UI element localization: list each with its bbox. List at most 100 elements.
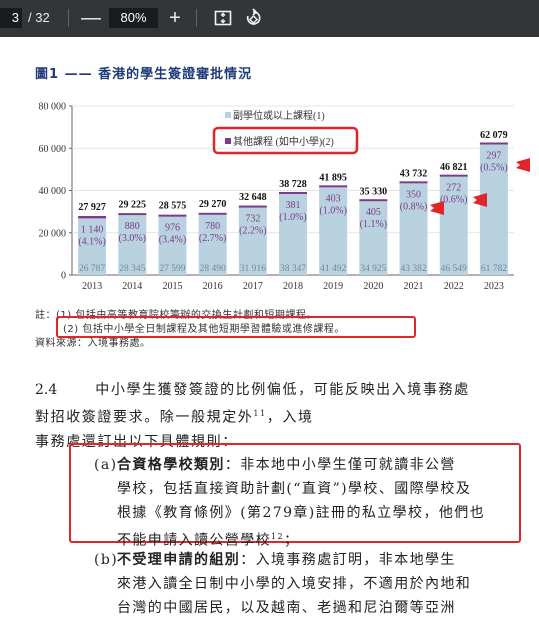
other-pct-label: (1.1%) <box>360 219 388 230</box>
item-b-text: 台灣的中國居民，以及越南、老撾和尼泊爾等亞洲 <box>117 600 456 616</box>
bar-other <box>279 191 307 194</box>
total-label: 43 732 <box>400 169 428 180</box>
item-b: 不受理申請的組別：入境事務處訂明，非本地學生 來港入讀全日制中小學的入境安排，不… <box>117 548 517 620</box>
paragraph-number: 2.4 <box>35 382 58 398</box>
bar-base <box>78 218 107 275</box>
total-label: 29 225 <box>119 199 147 210</box>
other-value-label: 1 140 <box>81 224 104 235</box>
toolbar-divider <box>196 9 197 27</box>
other-value-label: 297 <box>486 150 501 161</box>
bar-base <box>238 207 267 275</box>
base-value-label: 43 382 <box>400 264 426 274</box>
bar-base <box>399 183 428 275</box>
other-pct-label: (3.4%) <box>159 235 187 246</box>
pdf-page <box>0 37 539 622</box>
other-value-label: 350 <box>406 189 421 200</box>
footnote-ref[interactable]: 12 <box>271 532 284 541</box>
legend-label-base: 副學位或以上課程(1) <box>233 109 325 122</box>
paragraph-line: 對招收簽證要求。除一般規定外11，入境 <box>35 402 521 430</box>
total-label: 62 079 <box>480 130 508 141</box>
y-tick-label: 20 000 <box>39 228 67 239</box>
x-tick-label: 2020 <box>363 281 383 292</box>
paragraph-2-4: 2.4 中小學生獲發簽證的比例偏低，可能反映出入境事務處 對招收簽證要求。除一般規… <box>35 378 521 454</box>
legend-highlight-box <box>212 126 359 155</box>
other-value-label: 381 <box>286 200 301 211</box>
rotate-icon <box>246 8 261 25</box>
bar-other <box>479 142 508 145</box>
bar-base <box>319 187 348 275</box>
other-value-label: 880 <box>125 221 140 232</box>
figure-title: 圖1 —— 香港的學生簽證審批情況 <box>35 67 253 82</box>
legend-label-other: 其他課程 (如中小學)(2) <box>233 135 334 148</box>
red-arrow-icon <box>473 193 487 207</box>
x-tick-label: 2018 <box>283 281 303 292</box>
item-b-heading: 不受理申請的組別 <box>117 552 241 568</box>
x-tick-label: 2013 <box>82 281 102 292</box>
note-2: (2) 包括中小學全日制課程及其他短期學習體驗或進修課程。 <box>63 324 345 335</box>
base-value-label: 27 599 <box>159 264 185 274</box>
total-label: 41 895 <box>319 172 347 183</box>
item-a-highlight <box>69 443 521 543</box>
bar-other <box>198 212 227 215</box>
fit-page-button[interactable] <box>210 5 236 31</box>
x-tick-label: 2019 <box>323 281 343 292</box>
bar-base <box>158 216 187 275</box>
zoom-level-input[interactable]: 80% <box>109 8 158 28</box>
base-value-label: 38 347 <box>280 264 306 274</box>
item-a-label: (a) <box>94 457 118 473</box>
bar-other <box>439 174 468 177</box>
y-tick-label: 40 000 <box>39 186 67 197</box>
zoom-out-button[interactable]: — <box>81 7 101 29</box>
item-b-text: ：入境事務處訂明，非本地學生 <box>240 552 456 568</box>
red-arrow-icon <box>430 201 444 215</box>
base-value-label: 26 787 <box>79 264 105 274</box>
other-value-label: 403 <box>326 193 341 204</box>
other-value-label: 272 <box>446 183 461 194</box>
y-tick-label: 80 000 <box>39 102 67 113</box>
bar-other <box>319 185 348 188</box>
bar-other <box>78 216 107 219</box>
bar-base <box>439 176 468 275</box>
bar-base <box>279 193 307 275</box>
item-a-heading: 合資格學校類別 <box>117 457 225 473</box>
other-value-label: 780 <box>205 221 220 232</box>
x-tick-label: 2023 <box>484 281 504 292</box>
page-number-input[interactable]: 3 <box>0 8 22 28</box>
item-a: 合資格學校類別：非本地中小學生僅可就讀非公營 學校，包括直接資助計劃(“直資”)… <box>117 453 517 553</box>
x-tick-label: 2016 <box>203 281 223 292</box>
other-pct-label: (2.2%) <box>239 226 267 237</box>
legend-swatch-other <box>225 138 231 144</box>
bar-other <box>118 213 147 216</box>
bar-base <box>479 144 508 275</box>
other-value-label: 976 <box>165 223 180 234</box>
other-pct-label: (2.7%) <box>199 233 227 244</box>
paragraph-text: ，入境 <box>266 409 314 426</box>
other-pct-label: (3.0%) <box>119 233 147 244</box>
total-label: 28 575 <box>159 201 187 212</box>
other-pct-label: (0.6%) <box>440 195 468 206</box>
y-tick-label: 0 <box>61 271 66 282</box>
bar-base <box>359 201 388 275</box>
item-a-text: 學校，包括直接資助計劃(“直資”)學校、國際學校及 <box>117 481 472 497</box>
bar-chart: 0 20 000 40 000 60 000 80 000 2013 26 787 27 92… <box>39 102 530 292</box>
total-label: 32 648 <box>239 192 267 203</box>
other-pct-label: (4.1%) <box>78 236 106 247</box>
other-pct-label: (1.0%) <box>279 212 307 223</box>
x-tick-label: 2015 <box>162 281 182 292</box>
paragraph-text: 事務處還訂出以下具體規則： <box>35 433 238 450</box>
zoom-in-button[interactable]: + <box>169 7 181 29</box>
item-a-text: ：非本地中小學生僅可就讀非公營 <box>224 457 456 473</box>
footnote-ref[interactable]: 11 <box>253 409 267 418</box>
item-a-text: 根據《教育條例》(第279章)註冊的私立學校，他們也 <box>117 505 486 521</box>
item-a-text: 不能申請入讀公營學校 <box>117 532 271 549</box>
base-value-label: 41 492 <box>320 264 346 274</box>
x-tick-label: 2017 <box>243 281 263 292</box>
rotate-button[interactable] <box>240 5 266 31</box>
red-arrow-icon <box>516 158 530 172</box>
other-pct-label: (1.0%) <box>319 205 347 216</box>
other-pct-label: (0.8%) <box>400 201 428 212</box>
base-value-label: 28 490 <box>200 264 226 274</box>
y-tick-label: 60 000 <box>39 144 67 155</box>
base-value-label: 46 549 <box>441 264 467 274</box>
source-note: 資料來源：入境事務處。 <box>35 338 151 349</box>
